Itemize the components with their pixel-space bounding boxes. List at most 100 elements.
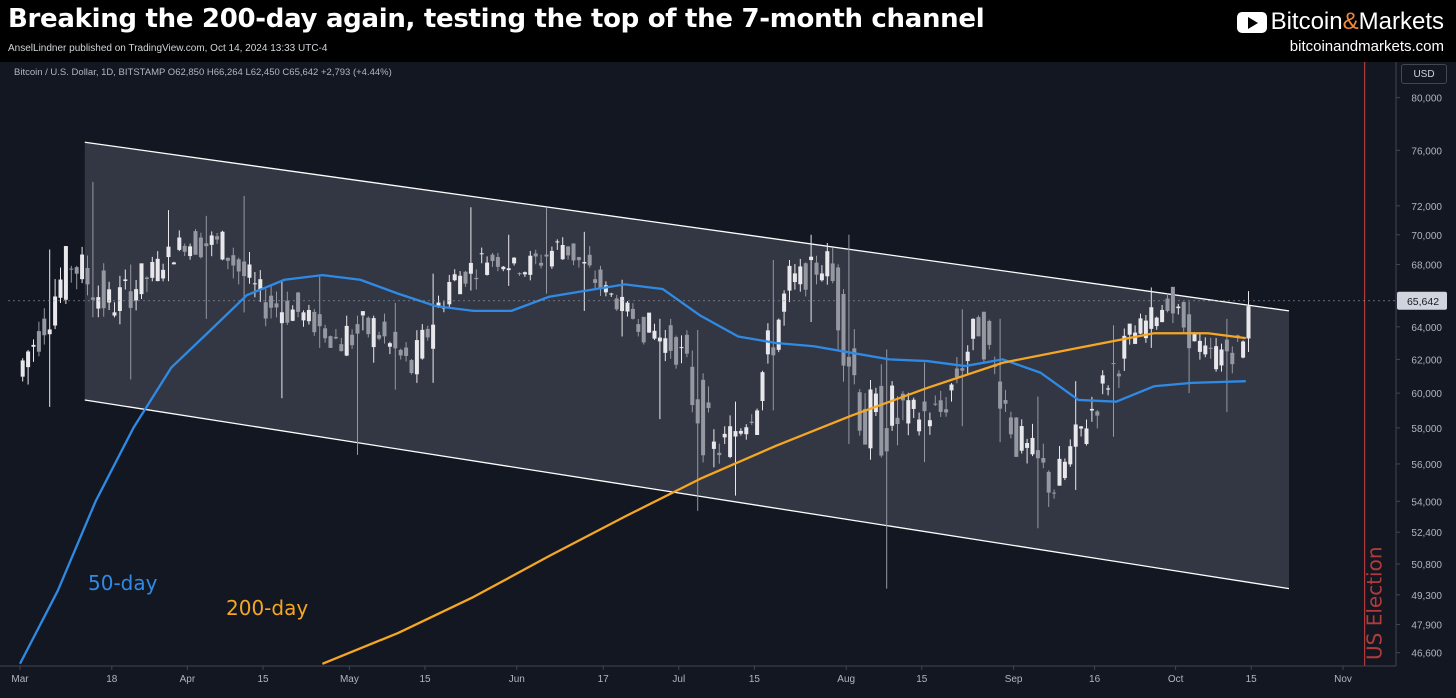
candle <box>247 252 252 284</box>
candle-body <box>846 356 851 367</box>
time-axis-label: 15 <box>916 674 928 685</box>
candle-body <box>1095 411 1100 416</box>
candle <box>814 255 819 285</box>
candle-body <box>1106 388 1111 390</box>
candle-body <box>911 399 916 409</box>
candle <box>1230 346 1235 374</box>
candle-body <box>53 296 58 326</box>
candle-body <box>566 246 571 256</box>
candle <box>242 195 247 313</box>
candle <box>917 412 922 436</box>
candle <box>566 246 571 260</box>
price-axis-label: 50,800 <box>1411 560 1442 571</box>
candle <box>328 335 333 348</box>
brand-name-part1: Bitcoin <box>1270 8 1343 35</box>
candle <box>971 318 976 351</box>
chart-area[interactable]: 50-day 200-day US Election 80,000 76,000 72,0… <box>0 62 1456 698</box>
candle-body <box>663 338 668 353</box>
candle-body <box>1046 471 1051 493</box>
candle <box>1176 303 1181 315</box>
candle-body <box>36 331 41 352</box>
candle-body <box>652 330 657 339</box>
candle <box>798 258 803 292</box>
candle <box>1133 325 1138 345</box>
candle <box>258 270 263 303</box>
time-axis-label: Oct <box>1168 674 1184 685</box>
candle-body <box>1008 417 1013 435</box>
channel-lower-line <box>84 399 1290 590</box>
candle <box>906 392 911 436</box>
candle <box>598 265 603 296</box>
candle-body <box>263 302 268 319</box>
candle <box>26 349 31 385</box>
candle-body <box>695 399 700 424</box>
candle <box>193 229 198 255</box>
candle-body <box>225 257 230 261</box>
candle <box>663 330 668 362</box>
brand-url-link[interactable]: bitcoinandmarkets.com <box>1289 38 1444 55</box>
candle <box>285 291 290 326</box>
candle <box>755 408 760 435</box>
candle <box>517 272 522 276</box>
candle <box>306 304 311 325</box>
candle-body <box>987 320 992 345</box>
candle <box>706 386 711 413</box>
play-icon <box>1236 11 1267 33</box>
candle-body <box>404 347 409 356</box>
candle-body <box>177 237 182 250</box>
candle <box>80 246 85 284</box>
candle-body <box>960 368 965 371</box>
candle-body <box>614 298 619 310</box>
candle-body <box>841 293 846 366</box>
candle-body <box>409 360 414 373</box>
candle-body <box>1122 335 1127 359</box>
price-axis-label: 52,400 <box>1411 528 1442 539</box>
candle <box>96 285 101 318</box>
candle-body <box>1208 347 1213 349</box>
candle <box>652 323 657 340</box>
candle <box>549 246 554 269</box>
candle <box>1008 411 1013 439</box>
candle <box>528 250 533 281</box>
candle-body <box>798 266 803 285</box>
price-axis-label: 72,000 <box>1411 202 1442 213</box>
price-chart[interactable]: 50-day 200-day US Election 80,000 76,000 72,0… <box>0 62 1456 698</box>
candle-body <box>306 309 311 322</box>
candle-body <box>506 268 511 271</box>
candle-body <box>1230 352 1235 365</box>
candle <box>236 257 241 285</box>
candle <box>587 246 592 268</box>
candle-body <box>1224 339 1229 352</box>
price-axis-label: 58,000 <box>1411 424 1442 435</box>
candle <box>1203 337 1208 358</box>
candle <box>1170 286 1175 324</box>
candle <box>949 383 954 402</box>
candle-body <box>171 262 176 265</box>
candle <box>771 260 776 411</box>
time-axis-label: Jul <box>672 674 685 685</box>
candle <box>630 303 635 320</box>
candle-body <box>1176 306 1181 309</box>
last-price-label: 65,642 <box>1407 296 1439 308</box>
time-axis-label: 15 <box>257 674 269 685</box>
candle <box>463 270 468 287</box>
candle-body <box>933 403 938 405</box>
candle-body <box>339 344 344 352</box>
candle <box>868 380 873 460</box>
candle-body <box>193 231 198 255</box>
candle-body <box>107 289 112 303</box>
currency-badge[interactable]: USD <box>1401 64 1447 84</box>
candle <box>134 280 139 311</box>
brand-logo[interactable]: Bitcoin&Markets <box>1236 8 1444 36</box>
brand-name-amp: & <box>1342 8 1359 35</box>
candle <box>1062 458 1067 481</box>
candle-body <box>215 236 220 240</box>
candle-body <box>420 329 425 359</box>
candle-body <box>74 267 79 274</box>
candle <box>220 230 225 261</box>
candle-body <box>684 334 689 354</box>
candle <box>112 302 117 318</box>
candle <box>895 396 900 446</box>
candle <box>263 289 268 327</box>
candle <box>560 237 565 260</box>
